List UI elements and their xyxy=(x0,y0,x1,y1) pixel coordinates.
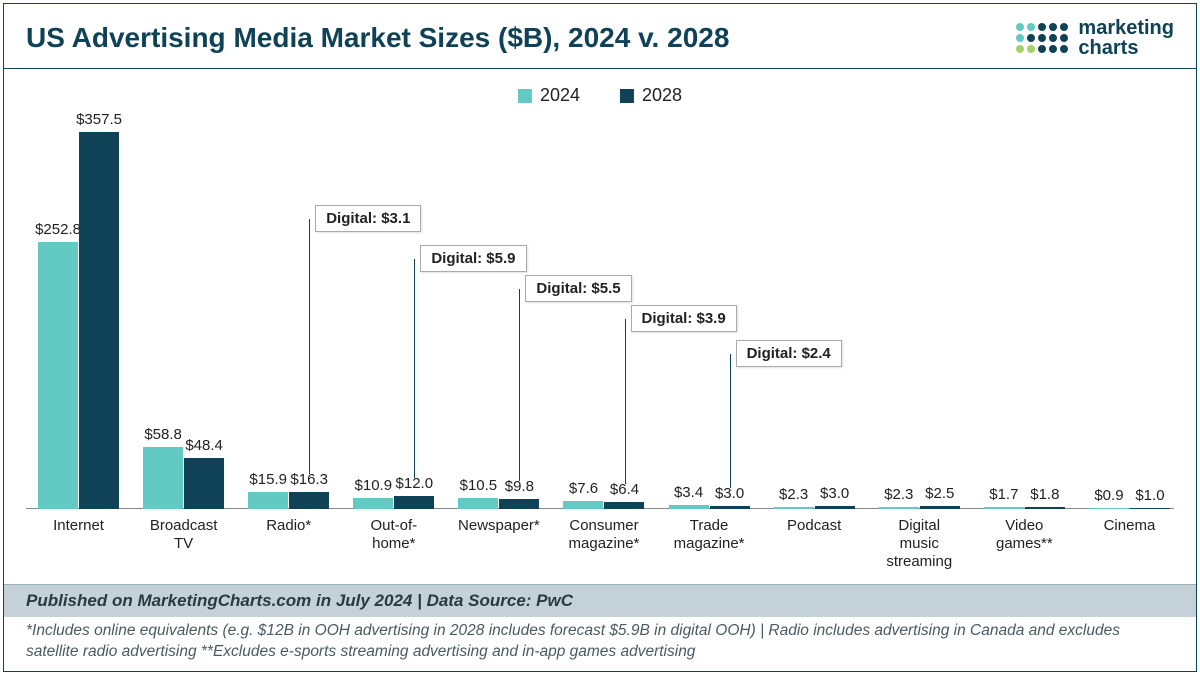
bar-value-label: $2.3 xyxy=(884,486,913,503)
callout-label: Digital: $5.9 xyxy=(420,245,526,272)
bar-group: $10.9$12.0Out-of- home* xyxy=(341,496,446,509)
header: US Advertising Media Market Sizes ($B), … xyxy=(4,4,1196,69)
bar-value-label: $2.5 xyxy=(925,485,954,502)
bar-2024: $252.8 xyxy=(38,242,78,509)
legend-swatch-2028 xyxy=(620,89,634,103)
bar-value-label: $1.7 xyxy=(989,486,1018,503)
plot: $252.8$357.5Internet$58.8$48.4Broadcast … xyxy=(26,129,1174,509)
bar-group: $58.8$48.4Broadcast TV xyxy=(131,447,236,509)
callout-label: Digital: $3.1 xyxy=(315,205,421,232)
category-label: Radio* xyxy=(266,517,311,535)
bar-value-label: $15.9 xyxy=(249,471,287,488)
bar-value-label: $10.9 xyxy=(355,477,393,494)
bar-2024: $7.6 xyxy=(563,501,603,509)
bar-value-label: $1.0 xyxy=(1135,487,1164,504)
bar-group: $2.3$2.5Digital music streaming xyxy=(867,506,972,509)
legend-swatch-2024 xyxy=(518,89,532,103)
callout-connector xyxy=(519,289,520,481)
legend-item-2024: 2024 xyxy=(518,85,580,106)
bar-group: $0.9$1.0Cinema xyxy=(1077,508,1182,510)
bar-group: $2.3$3.0Podcast xyxy=(762,506,867,509)
bar-2024: $2.3 xyxy=(879,507,919,509)
brand-logo: marketing charts xyxy=(1016,18,1174,58)
footnotes: *Includes online equivalents (e.g. $12B … xyxy=(4,617,1196,671)
callout-connector xyxy=(309,219,310,474)
bar-2028: $48.4 xyxy=(184,458,224,509)
bar-2024: $3.4 xyxy=(669,505,709,509)
legend-item-2028: 2028 xyxy=(620,85,682,106)
bar-group: $10.5$9.8Newspaper* xyxy=(446,498,551,509)
bar-value-label: $3.0 xyxy=(820,485,849,502)
footer: Published on MarketingCharts.com in July… xyxy=(4,584,1196,671)
publication-bar: Published on MarketingCharts.com in July… xyxy=(4,584,1196,617)
category-label: Digital music streaming xyxy=(886,517,952,571)
bar-value-label: $2.3 xyxy=(779,486,808,503)
category-label: Out-of- home* xyxy=(370,517,417,553)
legend-label-2024: 2024 xyxy=(540,85,580,106)
chart-area: 2024 2028 $252.8$357.5Internet$58.8$48.4… xyxy=(4,69,1196,569)
category-label: Video games** xyxy=(996,517,1053,553)
bar-2028: $357.5 xyxy=(79,132,119,509)
category-label: Cinema xyxy=(1104,517,1156,535)
bar-2024: $58.8 xyxy=(143,447,183,509)
category-label: Broadcast TV xyxy=(150,517,218,553)
bar-value-label: $48.4 xyxy=(185,437,223,454)
callout-label: Digital: $3.9 xyxy=(631,305,737,332)
bar-2028: $6.4 xyxy=(604,502,644,509)
callout-label: Digital: $2.4 xyxy=(736,340,842,367)
callout-connector xyxy=(414,259,415,478)
chart-title: US Advertising Media Market Sizes ($B), … xyxy=(26,22,729,54)
bar-value-label: $252.8 xyxy=(35,221,81,238)
bar-value-label: $0.9 xyxy=(1094,487,1123,504)
callout-connector xyxy=(730,354,731,488)
bar-2024: $1.7 xyxy=(984,507,1024,509)
bar-value-label: $10.5 xyxy=(460,477,498,494)
bar-value-label: $58.8 xyxy=(144,426,182,443)
brand-text: marketing charts xyxy=(1078,18,1174,58)
category-label: Trade magazine* xyxy=(674,517,745,553)
bar-group: $252.8$357.5Internet xyxy=(26,132,131,509)
bar-2028: $2.5 xyxy=(920,506,960,509)
bar-2028: $1.8 xyxy=(1025,507,1065,509)
category-label: Podcast xyxy=(787,517,841,535)
callout-connector xyxy=(625,319,626,484)
brand-dots-icon xyxy=(1016,23,1068,53)
bar-group: $15.9$16.3Radio* xyxy=(236,492,341,509)
bar-2028: $16.3 xyxy=(289,492,329,509)
bar-2028: $12.0 xyxy=(394,496,434,509)
bar-value-label: $357.5 xyxy=(76,111,122,128)
bar-2028: $3.0 xyxy=(710,506,750,509)
bar-group: $1.7$1.8Video games** xyxy=(972,507,1077,509)
category-label: Newspaper* xyxy=(458,517,540,535)
bar-group: $7.6$6.4Consumer magazine* xyxy=(551,501,656,509)
bar-value-label: $7.6 xyxy=(569,480,598,497)
category-label: Consumer magazine* xyxy=(569,517,640,553)
chart-frame: US Advertising Media Market Sizes ($B), … xyxy=(3,3,1197,672)
bar-2028: $1.0 xyxy=(1130,508,1170,510)
callout-label: Digital: $5.5 xyxy=(525,275,631,302)
bar-group: $3.4$3.0Trade magazine* xyxy=(657,505,762,509)
bar-2024: $2.3 xyxy=(774,507,814,509)
bar-2028: $3.0 xyxy=(815,506,855,509)
bar-value-label: $1.8 xyxy=(1030,486,1059,503)
bar-2024: $10.9 xyxy=(353,498,393,510)
bar-2024: $0.9 xyxy=(1089,508,1129,510)
legend-label-2028: 2028 xyxy=(642,85,682,106)
legend: 2024 2028 xyxy=(518,85,682,106)
bar-2028: $9.8 xyxy=(499,499,539,509)
category-label: Internet xyxy=(53,517,104,535)
bar-2024: $15.9 xyxy=(248,492,288,509)
bar-value-label: $3.4 xyxy=(674,484,703,501)
bar-2024: $10.5 xyxy=(458,498,498,509)
